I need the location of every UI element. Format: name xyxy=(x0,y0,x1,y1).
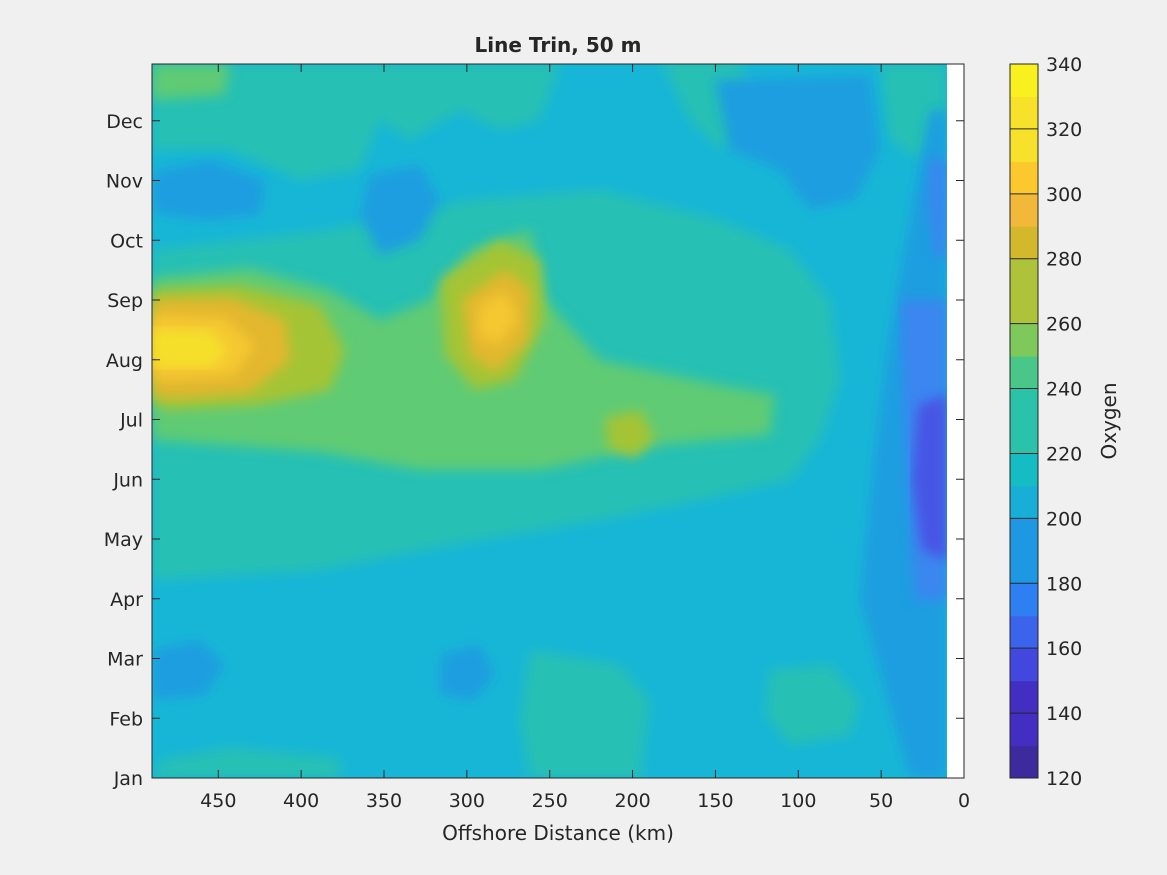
y-tick-label: Dec xyxy=(106,111,143,133)
y-tick-label: Jun xyxy=(112,469,143,491)
contour-level-240 xyxy=(152,64,560,180)
contour-level-200 xyxy=(152,640,225,700)
colorbar-segment xyxy=(1010,680,1038,714)
x-tick-label: 400 xyxy=(283,790,319,812)
colorbar-segment xyxy=(1010,583,1038,617)
y-tick-label: Jul xyxy=(119,410,143,432)
colorbar-segment xyxy=(1010,226,1038,260)
colorbar-segment xyxy=(1010,648,1038,682)
x-tick-label: 250 xyxy=(532,790,568,812)
colorbar-tick-label: 280 xyxy=(1046,249,1082,271)
colorbar-tick-label: 320 xyxy=(1046,119,1082,141)
x-axis-label: Offshore Distance (km) xyxy=(442,821,674,845)
contour-level-280 xyxy=(605,410,655,458)
contour-level-200 xyxy=(715,75,880,210)
colorbar-tick-label: 300 xyxy=(1046,184,1082,206)
x-tick-label: 0 xyxy=(958,790,970,812)
contour-level-240 xyxy=(520,650,650,778)
colorbar-segment xyxy=(1010,356,1038,390)
axes-box xyxy=(151,63,965,779)
contour-level-160 xyxy=(912,395,947,560)
colorbar-segment xyxy=(1010,453,1038,487)
colorbar-segment xyxy=(1010,421,1038,454)
contour-level-240 xyxy=(152,748,340,778)
colorbar-label: Oxygen xyxy=(1097,382,1121,459)
y-axis: Jan Feb Mar Apr May Jun Jul Aug Sep Oct Nov Dec xyxy=(104,111,964,790)
x-tick-label: 300 xyxy=(449,790,485,812)
y-tick-label: Feb xyxy=(109,708,143,730)
colorbar-tick-label: 260 xyxy=(1046,314,1082,336)
oxygen-contour-field xyxy=(152,64,947,778)
colorbar-ticks: 120 140 160 180 200 220 240 260 280 300 320 340 xyxy=(1010,54,1082,790)
x-tick-label: 450 xyxy=(200,790,236,812)
colorbar-segment xyxy=(1010,518,1038,552)
colorbar-segment xyxy=(1010,258,1038,292)
x-tick-label: 200 xyxy=(614,790,650,812)
colorbar-tick-label: 160 xyxy=(1046,638,1082,660)
contour-level-260 xyxy=(152,64,230,100)
contour-level-200 xyxy=(360,165,440,255)
colorbar-segment xyxy=(1010,713,1038,747)
colorbar-segment xyxy=(1010,550,1038,584)
y-tick-label: Oct xyxy=(110,230,143,252)
colorbar-tick-label: 340 xyxy=(1046,54,1082,76)
y-tick-label: Mar xyxy=(107,649,143,671)
colorbar-segment xyxy=(1010,323,1038,357)
colorbar-tick-label: 200 xyxy=(1046,508,1082,530)
contour-level-340 xyxy=(152,328,228,368)
colorbar-tick-label: 120 xyxy=(1046,768,1082,790)
y-tick-label: May xyxy=(104,529,143,551)
chart-title: Line Trin, 50 m xyxy=(475,33,642,57)
contour-level-320 xyxy=(478,292,518,345)
colorbar-tick-label: 220 xyxy=(1046,443,1082,465)
x-tick-label: 50 xyxy=(869,790,893,812)
x-tick-label: 100 xyxy=(780,790,816,812)
y-tick-label: Jan xyxy=(113,768,143,790)
x-tick-label: 150 xyxy=(697,790,733,812)
y-tick-label: Aug xyxy=(106,350,143,372)
contour-level-200 xyxy=(152,160,265,220)
colorbar-segment xyxy=(1010,128,1038,162)
colorbar-segment xyxy=(1010,193,1038,227)
contour-level-240 xyxy=(765,665,860,745)
colorbar-tick-label: 240 xyxy=(1046,379,1082,401)
x-tick-label: 350 xyxy=(366,790,402,812)
contour-level-200 xyxy=(440,645,495,700)
contour-level-200 xyxy=(860,110,947,778)
y-tick-label: Nov xyxy=(106,171,143,193)
colorbar-tick-label: 140 xyxy=(1046,703,1082,725)
colorbar-tick-label: 180 xyxy=(1046,573,1082,595)
x-axis: 450 400 350 300 250 200 150 100 50 0 xyxy=(200,64,970,812)
contour-level-180 xyxy=(928,160,947,260)
colorbar-segment xyxy=(1010,745,1038,779)
colorbar-segment xyxy=(1010,388,1038,422)
colorbar-segment xyxy=(1010,96,1038,130)
y-tick-label: Sep xyxy=(107,290,143,312)
colorbar-segment xyxy=(1010,64,1038,97)
colorbar-segment xyxy=(1010,485,1038,519)
y-tick-label: Apr xyxy=(110,589,143,611)
colorbar-segment xyxy=(1010,291,1038,325)
colorbar-segment xyxy=(1010,615,1038,649)
colorbar xyxy=(1009,63,1039,779)
colorbar-segment xyxy=(1010,161,1038,195)
